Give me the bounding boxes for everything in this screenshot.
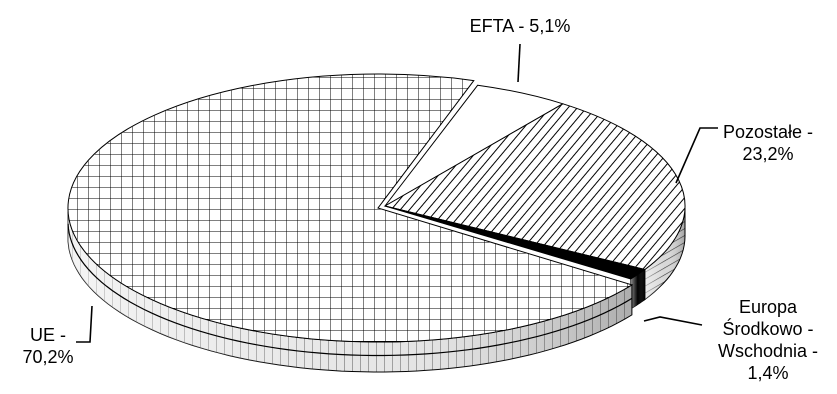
slice-label-2-line-3: 1,4% [747, 363, 788, 383]
slice-side-shade-2-0 [630, 269, 645, 309]
slice-label-1-line-0: Pozostałe - [723, 122, 813, 142]
slice-3 [67, 73, 634, 343]
leader-line-3 [76, 305, 93, 343]
slice-side-shade-1-0 [644, 206, 685, 300]
slice-label-3-line-0: UE - [30, 325, 66, 345]
leader-lines [76, 43, 718, 343]
slice-label-1-line-1: 23,2% [742, 144, 793, 164]
slice-label-2-line-1: Środkowo - [722, 318, 813, 339]
leader-line-2 [643, 316, 703, 326]
slice-side-shade-3-0 [68, 211, 632, 372]
slice-label-2-line-2: Wschodnia - [718, 341, 818, 361]
slice-label-0-line-0: EFTA - 5,1% [470, 16, 571, 36]
slice-1 [383, 103, 686, 271]
leader-line-0 [517, 43, 521, 83]
slice-label-3-line-1: 70,2% [22, 347, 73, 367]
slice-2 [384, 205, 647, 280]
slice-side-band-3 [67, 223, 633, 357]
pie-slices [67, 73, 686, 343]
slice-labels: EFTA - 5,1% Pozostałe -23,2% EuropaŚrodkow… [22, 16, 818, 383]
pie-sides [67, 206, 686, 373]
leader-line-1 [675, 127, 718, 184]
slice-label-2-line-0: Europa [739, 297, 798, 317]
